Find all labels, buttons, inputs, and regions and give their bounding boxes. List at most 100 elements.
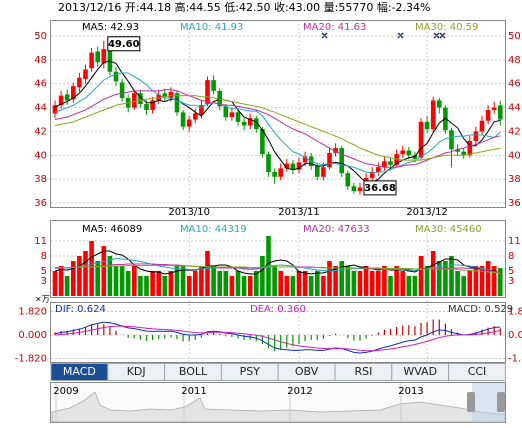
volume-bar [174, 266, 180, 296]
indicator-tab-label[interactable]: OBV [295, 365, 319, 378]
legend-entry: DEA: 0.360 [250, 304, 306, 315]
indicator-tab-label[interactable]: BOLL [179, 365, 208, 378]
volume-bar [144, 276, 149, 296]
candle-body [113, 71, 119, 82]
header-quote: 2013/12/16 开:44.18 高:44.55 低:42.50 收:43.… [58, 0, 431, 14]
indicator-tab-label[interactable]: RSI [354, 365, 372, 378]
ma-line [54, 72, 501, 174]
candle-body [437, 100, 442, 108]
candle-body [345, 173, 351, 187]
volume-bar [443, 261, 448, 296]
candle-body [254, 118, 259, 130]
volume-bar [101, 246, 107, 296]
y-tick-label: 46 [34, 79, 47, 90]
candle-body [296, 162, 302, 170]
legend-entry: MA5: 42.93 [82, 22, 139, 33]
y-tick-label-right: 50 [508, 31, 521, 42]
volume-bar [125, 271, 131, 296]
candle-body [150, 100, 155, 110]
navigator-handle[interactable] [467, 392, 475, 412]
volume-bar [498, 268, 503, 296]
volume-bar [284, 276, 290, 296]
navigator-year: 2013 [398, 386, 423, 397]
candle-body [412, 155, 418, 159]
volume-bar [205, 251, 210, 296]
y-tick-label: 44 [34, 103, 47, 114]
volume-bar [272, 266, 277, 296]
x-tick-label: 2013/11 [278, 207, 320, 218]
candle-body [211, 80, 216, 91]
indicator-tab-label[interactable]: CCI [468, 365, 487, 378]
indicator-tab-label[interactable]: PSY [240, 365, 261, 378]
volume-bar [333, 266, 338, 296]
y-tick-label-right: 44 [508, 103, 521, 114]
indicator-tab-label[interactable]: KDJ [127, 365, 146, 378]
volume-bar [186, 276, 192, 296]
volume-bar [64, 276, 70, 296]
volume-bar [455, 271, 460, 296]
candle-body [382, 161, 387, 168]
volume-panel [50, 220, 506, 298]
volume-bar [235, 271, 241, 296]
volume-bar [394, 266, 399, 296]
y-tick-label: 11 [34, 236, 47, 247]
candle-body [357, 187, 363, 192]
candle-body [455, 149, 460, 152]
volume-bar [199, 266, 204, 296]
annotation-label: 49.60 [108, 39, 140, 50]
candle-body [430, 100, 436, 130]
volume-bar [168, 271, 174, 296]
price-panel [50, 20, 506, 208]
indicator-tab-label[interactable]: WVAD [403, 365, 437, 378]
volume-bar [296, 271, 302, 296]
volume-bar [406, 276, 412, 296]
indicator-tab[interactable] [448, 363, 506, 381]
y-tick-label-right: 38 [508, 174, 521, 185]
candle-body [418, 121, 424, 158]
legend-entry: MA20: 41.63 [303, 22, 366, 33]
volume-bar [473, 266, 479, 296]
candle-body [95, 51, 100, 63]
candle-body [247, 118, 253, 126]
navigator-handle[interactable] [497, 392, 505, 412]
ma-line [54, 325, 501, 352]
volume-bar [479, 266, 485, 296]
candle-body [467, 140, 473, 156]
volume-bar [290, 276, 296, 296]
volume-bar [156, 271, 161, 296]
volume-bar [461, 276, 466, 296]
ma-line [54, 89, 501, 168]
volume-bar [388, 276, 393, 296]
y-tick-label: 0.000 [18, 330, 47, 341]
legend-entry: MA20: 47633 [303, 224, 370, 235]
candle-body [266, 154, 271, 172]
volume-bar [363, 266, 369, 296]
volume-bar [418, 256, 424, 296]
volume-bar [193, 271, 198, 296]
volume-bar [308, 276, 314, 296]
volume-bar [369, 271, 375, 296]
candle-body [461, 151, 466, 156]
volume-bar [302, 271, 308, 296]
x-tick-label: 2013/12 [406, 207, 448, 218]
y-tick-label: 48 [34, 55, 47, 66]
volume-bar [247, 276, 253, 296]
y-tick-label-right: 11 [508, 236, 521, 247]
event-markers [321, 32, 446, 39]
candle-body [223, 106, 229, 118]
candle-body [498, 105, 503, 120]
candle-body [388, 161, 393, 165]
candle-body [89, 52, 94, 69]
volume-bar [52, 271, 58, 296]
volume-bar [162, 276, 168, 296]
y-tick-label: -1.820 [15, 353, 47, 364]
indicator-tab-label[interactable]: MACD [63, 365, 96, 378]
y-tick-label-right: 1.820 [508, 307, 522, 318]
candle-body [321, 167, 326, 177]
volume-bar [138, 276, 143, 296]
candle-body [229, 112, 235, 118]
y-tick-label: 1.820 [18, 307, 47, 318]
candle-body [278, 168, 283, 177]
candle-body [52, 105, 58, 114]
legend-entry: DIF: 0.624 [55, 304, 106, 315]
